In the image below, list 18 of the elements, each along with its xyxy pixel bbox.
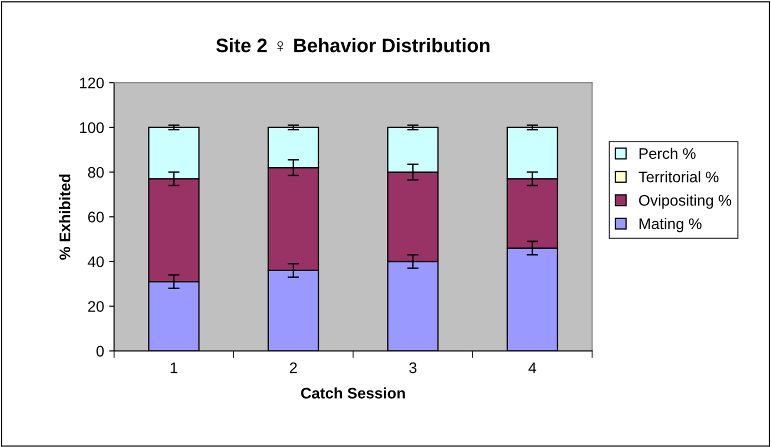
y-tick-label: 80	[88, 166, 104, 178]
legend-label: Mating %	[640, 218, 702, 232]
y-tick-label: 0	[96, 346, 104, 357]
x-axis-title: Catch Session	[301, 387, 405, 399]
legend-label: Ovipositing %	[639, 194, 732, 209]
x-tick-label: 3	[409, 362, 416, 374]
chart-title: Site 2 ♀ Behavior Distribution	[216, 38, 490, 52]
y-tick-label: 40	[88, 256, 104, 268]
y-tick-label: 60	[88, 212, 104, 222]
legend-label: Perch %	[640, 148, 696, 159]
y-tick-label: 20	[88, 301, 104, 312]
x-tick-label: 4	[528, 362, 536, 374]
y-tick-label: 100	[80, 122, 104, 134]
x-tick-label: 2	[290, 362, 297, 374]
legend-label: Territorial %	[638, 171, 718, 182]
y-tick-label: 120	[80, 78, 104, 88]
y-axis-title: % Exhibited	[59, 174, 70, 260]
x-tick-label: 1	[170, 362, 178, 374]
